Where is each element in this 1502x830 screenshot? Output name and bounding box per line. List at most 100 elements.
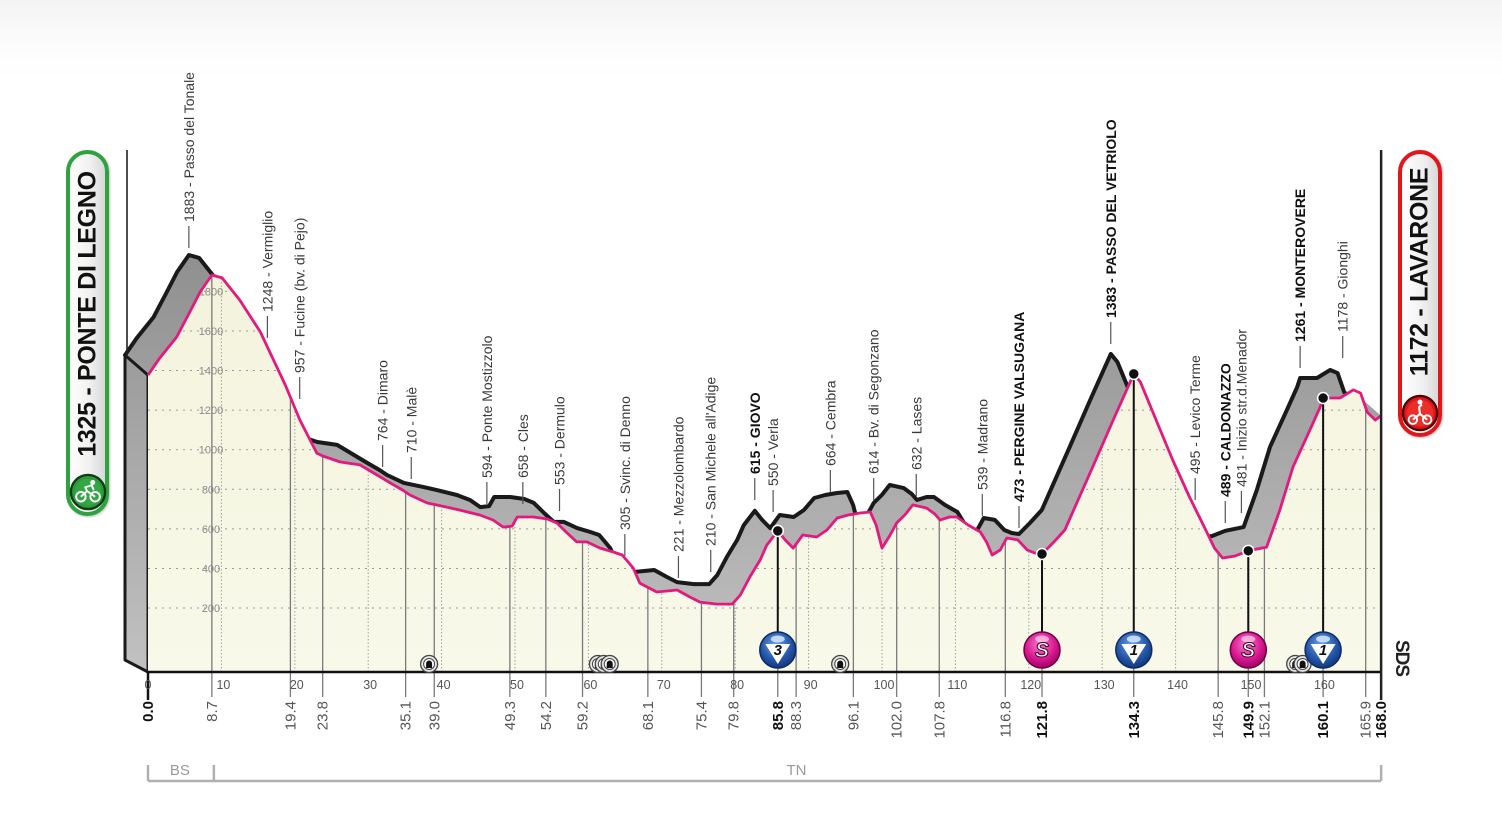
climb-category-label: 1 [1319, 642, 1327, 659]
location-label: 957 - Fucine (bv. di Pejo) [292, 218, 308, 373]
profile-dot [1316, 391, 1330, 405]
profile-line [146, 273, 1382, 606]
climb-badge-highlight [770, 635, 785, 643]
sprint-label: S [1241, 639, 1255, 662]
km-tick-label: 110 [947, 678, 967, 692]
km-marker-label: 149.9 [1240, 701, 1257, 739]
location-label: 221 - Mezzolombardo [670, 416, 686, 552]
km-marker-label: 35.1 [398, 701, 415, 730]
km-tick-label: 30 [363, 678, 377, 692]
km-marker-label: 107.8 [931, 701, 948, 739]
km-tick-label: 160 [1314, 678, 1335, 692]
location-label: 615 - GIOVO [747, 392, 763, 474]
y-axis-label: 1000 [199, 445, 223, 457]
location-label: 495 - Levico Terme [1187, 355, 1203, 474]
profile-lines-layer [126, 150, 1383, 700]
tunnel-icon-arch [1299, 660, 1306, 668]
location-label: 710 - Malè [403, 387, 419, 453]
km-marker-label: 121.8 [1034, 701, 1051, 739]
km-tick-label: 70 [657, 678, 671, 692]
km-tick-label: 60 [583, 678, 597, 692]
profile-left-wall [123, 353, 150, 674]
location-label: 1261 - MONTEROVERE [1292, 189, 1308, 342]
climb-category-icon: 1 [1115, 631, 1153, 669]
sds-logo: SDS [1391, 640, 1412, 677]
location-label: 1383 - PASSO DEL VETRIOLO [1103, 119, 1119, 318]
km-marker-label: 68.1 [640, 701, 657, 730]
y-axis-label: 600 [202, 524, 220, 536]
climb-category-icon: 3 [759, 631, 797, 669]
location-label: 594 - Ponte Mostizzolo [479, 335, 495, 478]
y-axis-label: 1800 [199, 286, 223, 298]
sprint-icon: S [1023, 631, 1061, 669]
sprint-badge-highlight [1035, 635, 1049, 643]
location-label: 632 - Lases [908, 397, 924, 470]
km-marker-label: 88.3 [788, 701, 805, 730]
km-marker-label: 59.2 [575, 701, 592, 730]
km-marker-label: 165.9 [1358, 701, 1375, 739]
sprint-icon: S [1229, 631, 1268, 669]
km-tick-label: 140 [1167, 678, 1188, 692]
start-label: 1325 - PONTE DI LEGNO [73, 171, 101, 457]
km-tick-label: 100 [874, 678, 895, 692]
km-marker-label: 152.1 [1256, 701, 1273, 739]
km-marker-label: 116.8 [997, 701, 1014, 737]
climb-badge-triangle [1121, 644, 1147, 664]
location-label: 489 - CALDONAZZO [1217, 363, 1233, 497]
sprint-label: S [1035, 639, 1049, 662]
km-tick-label: 10 [216, 678, 230, 692]
y-axis-label: 1200 [199, 405, 223, 417]
location-label: 539 - Madrano [974, 399, 990, 490]
location-label: 481 - Inizio str.d.Menador [1233, 329, 1249, 487]
climb-badge-highlight [1316, 635, 1331, 643]
finish-badge: 1172 - LAVARONE [1398, 150, 1442, 437]
km-marker-label: 75.4 [693, 701, 710, 730]
climb-badge-triangle [1310, 644, 1336, 664]
finish-label: 1172 - LAVARONE [1405, 167, 1434, 377]
km-tick-label: 150 [1241, 678, 1262, 692]
km-marker-label: 23.8 [315, 701, 332, 730]
y-axis-label: 400 [202, 563, 220, 575]
location-label: 658 - Cles [515, 414, 531, 478]
profile-front-face [148, 275, 1382, 672]
location-label: 210 - San Michele all'Adige [703, 377, 719, 546]
location-label: 1883 - Passo del Tonale [181, 72, 197, 222]
profile-markers-layer: 3 1 1 S S [419, 367, 1342, 674]
profile-dot [1035, 547, 1049, 561]
km-tick-label: 90 [804, 678, 818, 692]
y-axis-label: 800 [202, 484, 220, 496]
location-label: 614 - Bv. di Segonzano [866, 329, 882, 474]
sprint-badge-highlight [1241, 635, 1256, 643]
region-label-tn: TN [786, 762, 806, 779]
tunnel-icon [600, 654, 619, 674]
profile-dot [1127, 367, 1141, 381]
km-marker-label: 96.1 [845, 701, 862, 730]
km-tick-label: 80 [730, 678, 744, 692]
km-tick-label: 40 [437, 678, 451, 692]
cyclist-start-icon [69, 473, 106, 511]
km-marker-label: 168.0 [1373, 701, 1390, 739]
y-axis-label: 200 [202, 603, 220, 615]
location-label: 550 - Verla [765, 418, 781, 486]
km-marker-label: 134.3 [1126, 701, 1143, 739]
km-marker-label: 102.0 [889, 701, 906, 739]
location-label: 473 - PERGINE VALSUGANA [1011, 312, 1027, 502]
profile-labels-layer: 0 10 20 30 40 50 60 70 80 90 100 110 120 130 140 150 160… [140, 72, 1390, 783]
km-marker-label: 145.8 [1210, 701, 1227, 739]
tunnel-icon-arch [606, 660, 613, 668]
location-label: 764 - Dimaro [375, 360, 391, 441]
km-marker-label: 0.0 [140, 701, 157, 722]
km-tick-label: 20 [290, 678, 304, 692]
tunnel-icon-arch [837, 660, 844, 668]
tunnel-icon [419, 654, 439, 674]
km-marker-label: 8.7 [204, 701, 221, 722]
location-label: 553 - Dermulo [552, 396, 568, 485]
km-tick-label: 50 [510, 678, 524, 692]
tunnel-icon-arch [426, 660, 433, 668]
km-marker-label: 79.8 [726, 701, 743, 730]
location-label: 305 - Svinc. di Denno [617, 396, 633, 530]
climb-badge-triangle [765, 644, 791, 664]
tunnel-icon [831, 654, 850, 674]
climb-category-label: 3 [774, 642, 783, 659]
cyclist-finish-icon [1401, 394, 1439, 432]
